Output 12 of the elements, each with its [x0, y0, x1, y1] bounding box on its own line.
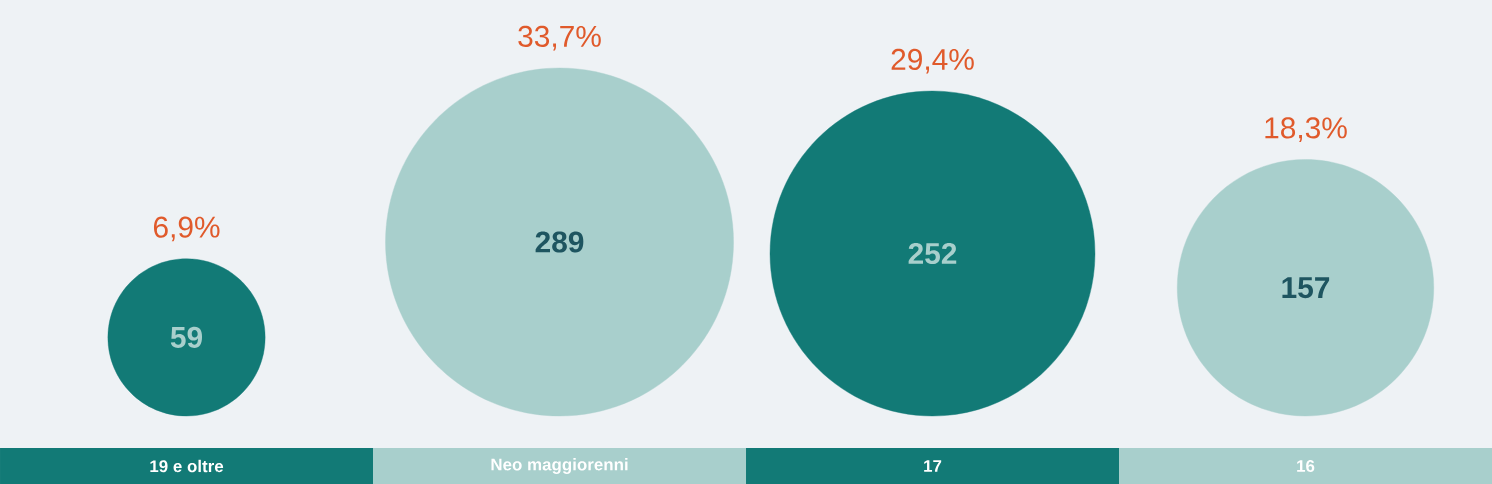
category-label: 19 e oltre	[150, 459, 224, 473]
data-label: 252	[908, 242, 957, 265]
category-label: 16	[1297, 460, 1315, 472]
data-label: 33,7%	[518, 25, 601, 51]
data-label: 59	[170, 326, 203, 348]
data-label: 157	[1282, 277, 1330, 299]
category-label: 17	[924, 460, 942, 472]
data-label: 289	[535, 231, 584, 253]
category-label: Neo maggiorenni	[491, 458, 628, 474]
data-label: 6,9%	[153, 216, 220, 242]
data-label: 18,3%	[1265, 117, 1347, 142]
data-label: 29,4%	[891, 48, 974, 74]
